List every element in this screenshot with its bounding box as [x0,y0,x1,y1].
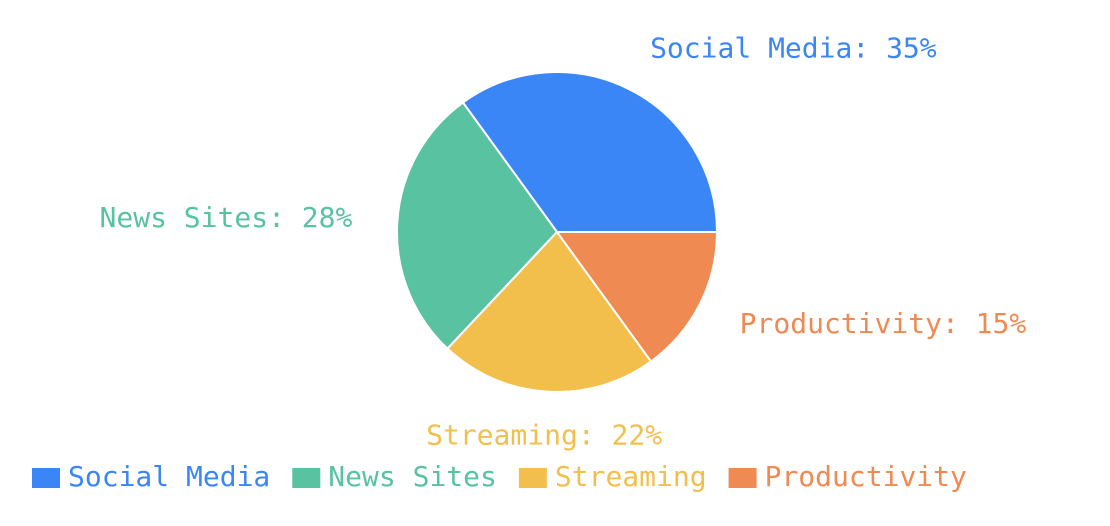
legend-label: Streaming [555,460,707,493]
legend-swatch [728,468,757,488]
pie-slice [555,231,719,363]
pie-slice [396,101,559,351]
legend-swatch [292,468,321,488]
slice-label: News Sites: 28% [100,201,353,234]
legend-swatch [518,468,547,488]
pie-slice [461,71,719,233]
slice-label: Social Media: 35% [650,31,937,64]
pie-slice [446,230,653,393]
legend-swatch [32,468,60,488]
legend-label: Productivity [765,460,967,493]
legend-label: Social Media [68,460,270,493]
slice-label: Productivity: 15% [740,307,1027,340]
slice-label: Streaming: 22% [426,419,662,452]
legend-label: News Sites [328,460,497,493]
